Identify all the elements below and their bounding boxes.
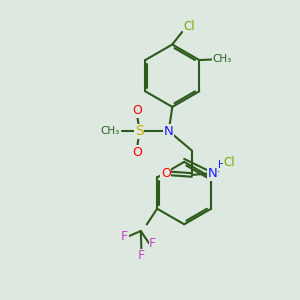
Text: O: O	[133, 104, 142, 117]
Text: Cl: Cl	[223, 156, 235, 169]
Text: F: F	[121, 230, 128, 243]
Text: F: F	[138, 249, 145, 262]
Text: S: S	[135, 124, 143, 138]
Text: Cl: Cl	[183, 20, 195, 33]
Text: H: H	[218, 160, 226, 170]
Text: N: N	[208, 167, 218, 180]
Text: O: O	[161, 167, 171, 180]
Text: CH₃: CH₃	[213, 55, 232, 64]
Text: O: O	[133, 146, 142, 159]
Text: F: F	[149, 237, 156, 250]
Text: N: N	[164, 125, 174, 138]
Text: CH₃: CH₃	[100, 126, 119, 136]
